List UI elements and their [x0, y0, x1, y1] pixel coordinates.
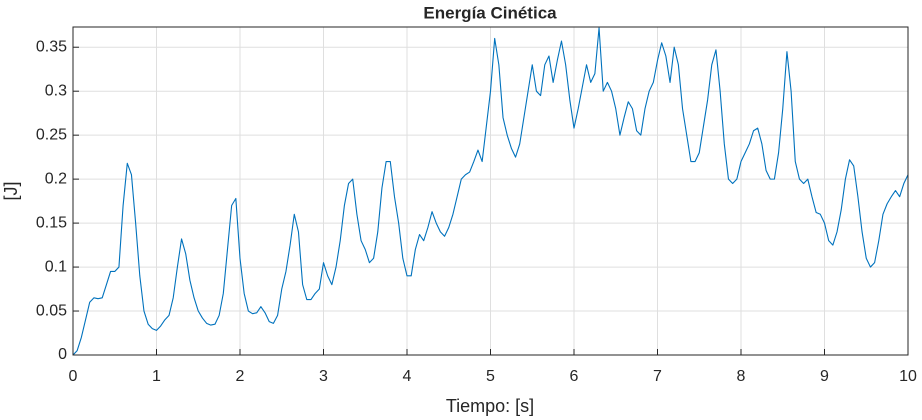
x-tick-label: 10: [899, 368, 917, 385]
x-tick-label: 2: [236, 368, 245, 385]
y-tick-label: 0: [58, 346, 67, 363]
x-tick-label: 5: [486, 368, 495, 385]
x-tick-label: 6: [570, 368, 579, 385]
x-tick-label: 3: [319, 368, 328, 385]
y-tick-label: 0.3: [45, 82, 67, 99]
y-tick-label: 0.25: [36, 126, 67, 143]
y-tick-label: 0.35: [36, 38, 67, 55]
y-tick-label: 0.1: [45, 258, 67, 275]
x-tick-label: 0: [69, 368, 78, 385]
y-tick-label: 0.2: [45, 170, 67, 187]
y-tick-label: 0.15: [36, 214, 67, 231]
data-line: [72, 27, 909, 356]
x-tick-label: 1: [152, 368, 161, 385]
x-tick-label: 4: [403, 368, 412, 385]
x-tick-label: 8: [737, 368, 746, 385]
x-axis-label: Tiempo: [s]: [446, 396, 534, 416]
x-tick-label: 9: [820, 368, 829, 385]
chart-title: Energía Cinética: [423, 3, 557, 22]
y-axis-label: [J]: [1, 181, 21, 200]
y-tick-label: 0.05: [36, 302, 67, 319]
marks: [72, 27, 909, 356]
x-tick-label: 7: [653, 368, 662, 385]
